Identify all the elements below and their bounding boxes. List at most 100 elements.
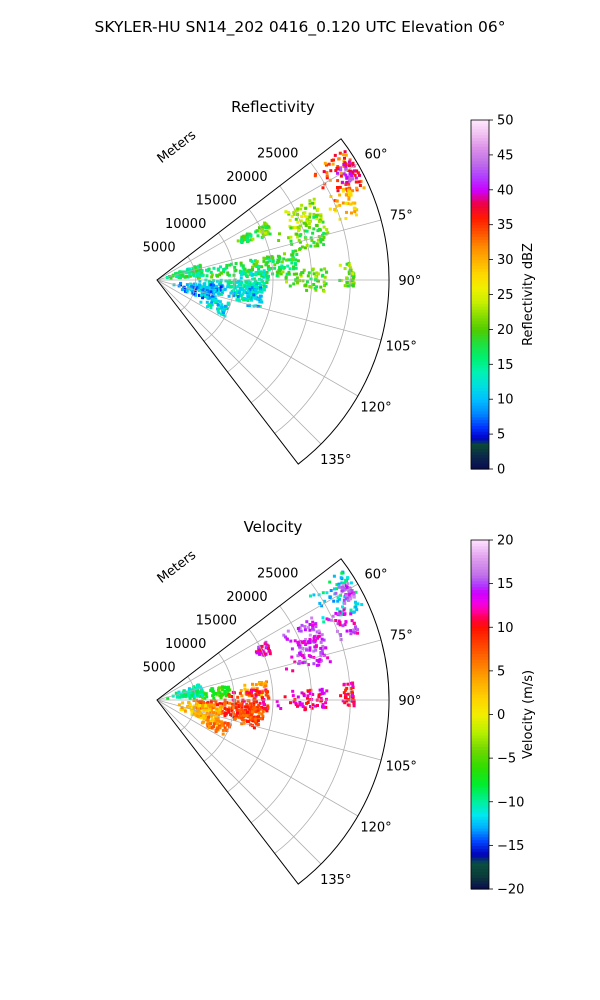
echo-pixel <box>200 272 204 276</box>
echo-pixel <box>187 701 191 705</box>
echo-pixel <box>244 297 248 301</box>
echo-pixel <box>196 265 200 269</box>
echo-pixel <box>201 287 205 291</box>
echo-pixel <box>197 706 201 710</box>
echo-pixel <box>313 206 316 210</box>
echo-pixel <box>241 292 245 296</box>
echo-pixel <box>260 300 264 304</box>
echo-pixel <box>309 594 312 598</box>
echo-pixel <box>277 258 280 262</box>
echo-pixel <box>258 652 262 656</box>
echo-pixel <box>210 275 214 279</box>
colorbar-segment <box>471 352 489 357</box>
echo-pixel <box>246 699 250 703</box>
echo-pixel <box>280 265 284 269</box>
echo-pixel <box>210 718 214 722</box>
echo-pixel <box>346 703 350 707</box>
colorbar-segment <box>471 859 489 864</box>
echo-pixel <box>318 658 322 662</box>
echo-pixel <box>210 301 214 305</box>
echo-pixel <box>291 249 295 253</box>
echo-pixel <box>195 702 199 706</box>
colorbar-segment <box>471 297 489 301</box>
colorbar-segment <box>471 819 489 823</box>
echo-pixel <box>331 162 335 166</box>
echo-pixel <box>323 599 327 603</box>
echo-pixel <box>240 297 244 301</box>
colorbar-segment <box>471 612 489 617</box>
echo-pixel <box>256 717 260 721</box>
echo-pixel <box>329 195 333 198</box>
echo-pixel <box>349 202 353 206</box>
echo-pixel <box>338 623 342 627</box>
echo-pixel <box>335 199 339 203</box>
echo-pixel <box>285 637 289 641</box>
echo-pixel <box>303 660 307 664</box>
echo-pixel <box>346 576 350 580</box>
echo-pixel <box>343 601 347 605</box>
colorbar-segment <box>471 224 489 229</box>
echo-pixel <box>282 266 286 269</box>
echo-pixel <box>289 639 293 643</box>
echo-pixel <box>300 245 304 249</box>
echo-pixel <box>216 287 220 291</box>
echo-pixel <box>233 265 237 269</box>
echo-pixel <box>352 628 356 632</box>
echo-pixel <box>218 726 222 730</box>
colorbar-tick-label: 20 <box>497 323 514 338</box>
colorbar-segment <box>471 396 489 400</box>
echo-pixel <box>235 708 239 712</box>
echo-pixel <box>343 595 347 599</box>
echo-pixel <box>351 273 354 277</box>
echo-pixel <box>239 704 243 708</box>
echo-pixel <box>209 283 213 287</box>
echo-pixel <box>247 283 251 287</box>
echo-pixel <box>209 719 213 723</box>
echo-pixel <box>348 172 352 176</box>
echo-pixel <box>198 293 201 297</box>
colorbar-segment <box>471 236 489 240</box>
echo-pixel <box>221 688 225 692</box>
echo-pixel <box>350 589 354 593</box>
echo-pixel <box>349 581 353 585</box>
echo-pixel <box>225 708 229 711</box>
echo-pixel <box>188 267 192 271</box>
echo-pixel <box>226 301 230 305</box>
colorbar-segment <box>471 207 489 211</box>
echo-pixel <box>260 691 264 694</box>
echo-pixel <box>250 694 254 698</box>
echo-pixel <box>323 284 326 287</box>
echo-pixel <box>349 612 353 616</box>
colorbar-segment <box>471 624 489 628</box>
echo-pixel <box>309 692 313 695</box>
colorbar-segment <box>471 343 489 348</box>
colorbar-segment <box>471 842 489 846</box>
echo-pixel <box>192 699 196 702</box>
echo-pixel <box>219 305 223 309</box>
azimuth-gridline <box>156 699 322 865</box>
echo-pixel <box>216 309 220 313</box>
echo-pixel <box>251 717 255 721</box>
echo-pixel <box>185 289 189 293</box>
echo-pixel <box>207 715 210 719</box>
echo-pixel <box>325 163 328 167</box>
colorbar-segment <box>471 601 489 605</box>
echo-pixel <box>196 700 200 704</box>
echo-pixel <box>252 688 256 692</box>
echo-pixel <box>197 270 200 274</box>
echo-pixel <box>278 269 282 273</box>
colorbar-tick-label: 20 <box>497 534 514 549</box>
colorbar-segment <box>471 285 489 290</box>
colorbar-segment <box>471 865 489 870</box>
echo-pixel <box>311 231 315 235</box>
echo-pixel <box>297 238 301 242</box>
colorbar-segment <box>471 711 489 716</box>
echo-pixel <box>220 291 224 295</box>
colorbar-segment <box>471 120 489 124</box>
echo-pixel <box>199 716 203 720</box>
echo-pixel <box>292 212 296 216</box>
echo-pixel <box>278 232 281 236</box>
echo-pixel <box>300 215 304 219</box>
echo-pixel <box>307 271 311 275</box>
echo-pixel <box>353 210 357 214</box>
